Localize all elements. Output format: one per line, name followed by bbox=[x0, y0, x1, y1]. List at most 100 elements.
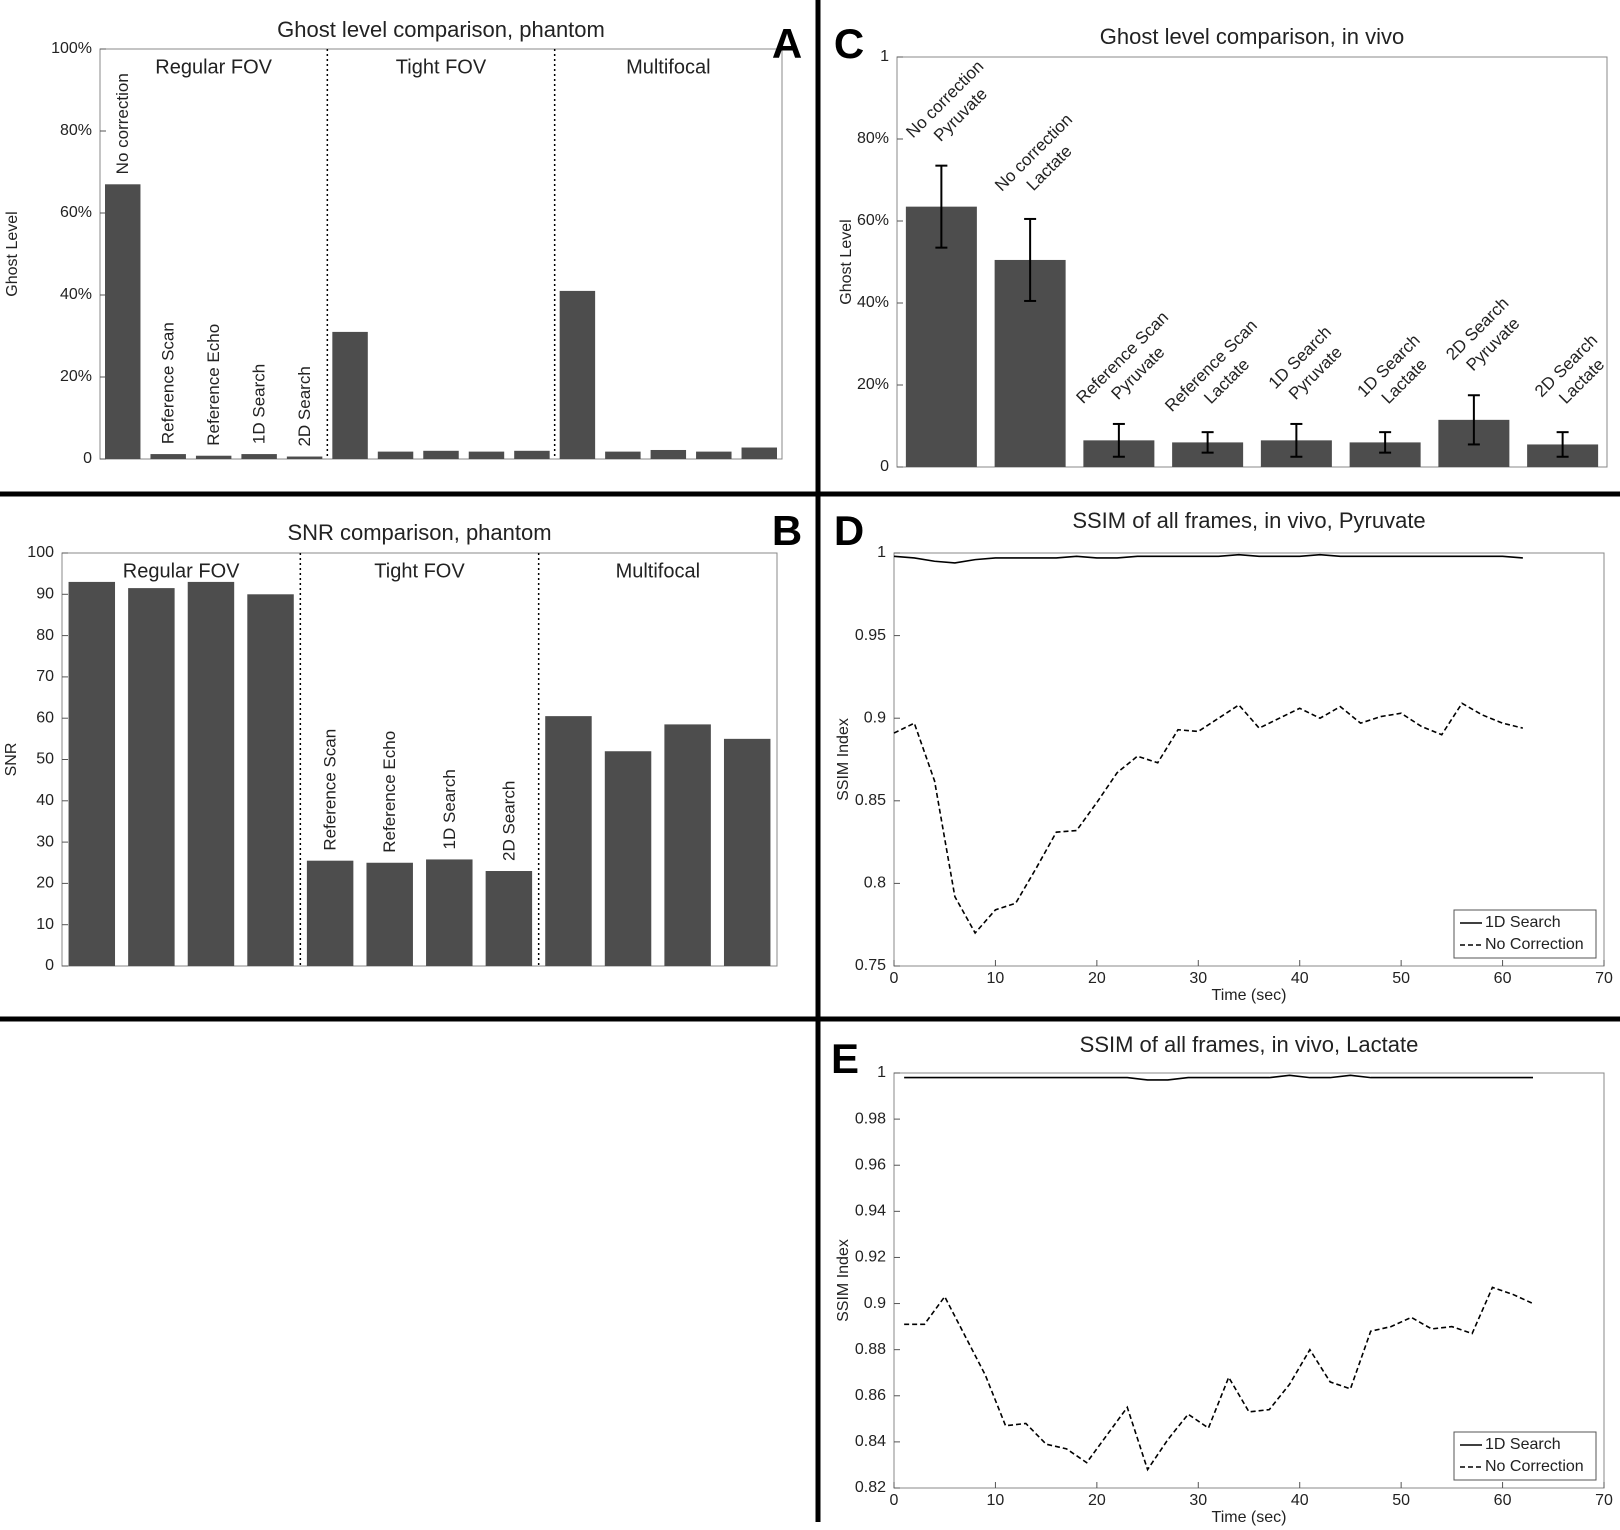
series-line bbox=[893, 553, 1523, 564]
bar bbox=[377, 451, 414, 459]
y-axis-label: SSIM Index bbox=[835, 718, 852, 801]
panel-letter: B bbox=[772, 507, 802, 554]
y-tick-label: 0.8 bbox=[864, 875, 886, 892]
x-tick-label: 70 bbox=[1595, 1492, 1613, 1509]
y-tick-label: 50 bbox=[36, 751, 54, 768]
y-tick-label: 0.88 bbox=[855, 1341, 886, 1358]
bar bbox=[559, 290, 596, 459]
bar bbox=[604, 751, 652, 966]
legend-label: 1D Search bbox=[1485, 914, 1561, 931]
y-tick-label: 40% bbox=[60, 286, 92, 303]
y-axis-label: SSIM Index bbox=[835, 1239, 852, 1322]
x-tick-label: 10 bbox=[987, 1492, 1005, 1509]
legend-label: No Correction bbox=[1485, 1458, 1584, 1475]
legend-label: 1D Search bbox=[1485, 1436, 1561, 1453]
bar bbox=[68, 581, 116, 966]
series-line bbox=[904, 1074, 1533, 1081]
bar bbox=[905, 206, 977, 467]
bar bbox=[423, 450, 459, 459]
y-tick-label: 60% bbox=[60, 204, 92, 221]
x-axis-label: Time (sec) bbox=[1212, 987, 1287, 1004]
y-tick-label: 0 bbox=[45, 957, 54, 974]
bar bbox=[332, 331, 368, 459]
bar-label: Reference Scan bbox=[321, 729, 340, 851]
y-tick-label: 20% bbox=[857, 376, 889, 393]
series-line bbox=[904, 1286, 1534, 1472]
bar bbox=[366, 862, 413, 966]
x-tick-label: 30 bbox=[1189, 1492, 1207, 1509]
y-tick-label: 0.98 bbox=[855, 1110, 886, 1127]
y-tick-label: 100 bbox=[27, 544, 54, 561]
bar bbox=[426, 859, 473, 966]
x-tick-label: 10 bbox=[987, 970, 1005, 987]
panel-letter: E bbox=[831, 1035, 859, 1082]
y-tick-label: 20% bbox=[60, 368, 92, 385]
x-tick-label: 60 bbox=[1494, 1492, 1512, 1509]
bar bbox=[545, 716, 592, 966]
y-axis-label: SNR bbox=[3, 743, 20, 777]
chart-title: Ghost level comparison, in vivo bbox=[1100, 24, 1404, 49]
y-tick-label: 60% bbox=[857, 212, 889, 229]
bar-label: Reference Echo bbox=[380, 731, 399, 853]
chart-title: SNR comparison, phantom bbox=[287, 520, 551, 545]
y-tick-label: 10 bbox=[36, 916, 54, 933]
y-tick-label: 0.92 bbox=[855, 1249, 886, 1266]
y-tick-label: 0.9 bbox=[864, 709, 886, 726]
x-tick-label: 70 bbox=[1595, 970, 1613, 987]
group-label: Tight FOV bbox=[374, 560, 465, 582]
y-axis-label: Ghost Level bbox=[838, 219, 855, 304]
x-tick-label: 30 bbox=[1189, 970, 1207, 987]
bar bbox=[514, 450, 550, 459]
y-tick-label: 0 bbox=[83, 450, 92, 467]
y-tick-label: 60 bbox=[36, 709, 54, 726]
y-tick-label: 80% bbox=[857, 130, 889, 147]
bar bbox=[741, 447, 777, 459]
bar bbox=[128, 588, 175, 966]
y-tick-label: 1 bbox=[877, 1064, 886, 1081]
y-tick-label: 0.94 bbox=[855, 1203, 886, 1220]
legend-box bbox=[1453, 1431, 1597, 1481]
chart-title: Ghost level comparison, phantom bbox=[277, 17, 605, 42]
panel-letter: C bbox=[834, 20, 864, 67]
chart-title: SSIM of all frames, in vivo, Lactate bbox=[1080, 1032, 1419, 1057]
chart-title: SSIM of all frames, in vivo, Pyruvate bbox=[1072, 508, 1425, 533]
bar-label: No correction bbox=[113, 73, 132, 174]
group-label: Multifocal bbox=[616, 560, 700, 582]
legend-label: No Correction bbox=[1485, 936, 1584, 953]
y-tick-label: 80 bbox=[36, 627, 54, 644]
y-tick-label: 70 bbox=[36, 668, 54, 685]
x-tick-label: 40 bbox=[1291, 970, 1309, 987]
y-tick-label: 1 bbox=[877, 544, 886, 561]
bar-label: 2D Search bbox=[295, 366, 314, 446]
bar-label: 1D Search bbox=[440, 769, 459, 849]
bar bbox=[241, 454, 277, 459]
y-tick-label: 0.95 bbox=[855, 627, 886, 644]
x-tick-label: 50 bbox=[1392, 1492, 1410, 1509]
group-label: Multifocal bbox=[626, 56, 710, 78]
y-tick-label: 100% bbox=[51, 40, 92, 57]
bar bbox=[696, 451, 732, 459]
y-tick-label: 0 bbox=[880, 458, 889, 475]
bar bbox=[195, 455, 232, 459]
bar bbox=[306, 860, 354, 966]
bar bbox=[650, 449, 687, 459]
bar-label: 1D Search bbox=[250, 364, 269, 444]
y-tick-label: 0.84 bbox=[855, 1433, 886, 1450]
y-tick-label: 20 bbox=[36, 875, 54, 892]
y-tick-label: 30 bbox=[36, 833, 54, 850]
y-tick-label: 0.96 bbox=[855, 1156, 886, 1173]
panel-letter: D bbox=[834, 507, 864, 554]
bar bbox=[605, 451, 641, 459]
x-tick-label: 0 bbox=[890, 970, 899, 987]
y-tick-label: 0.82 bbox=[855, 1479, 886, 1496]
y-tick-label: 0.75 bbox=[855, 957, 886, 974]
bar bbox=[105, 184, 141, 460]
group-label: Tight FOV bbox=[396, 56, 487, 78]
